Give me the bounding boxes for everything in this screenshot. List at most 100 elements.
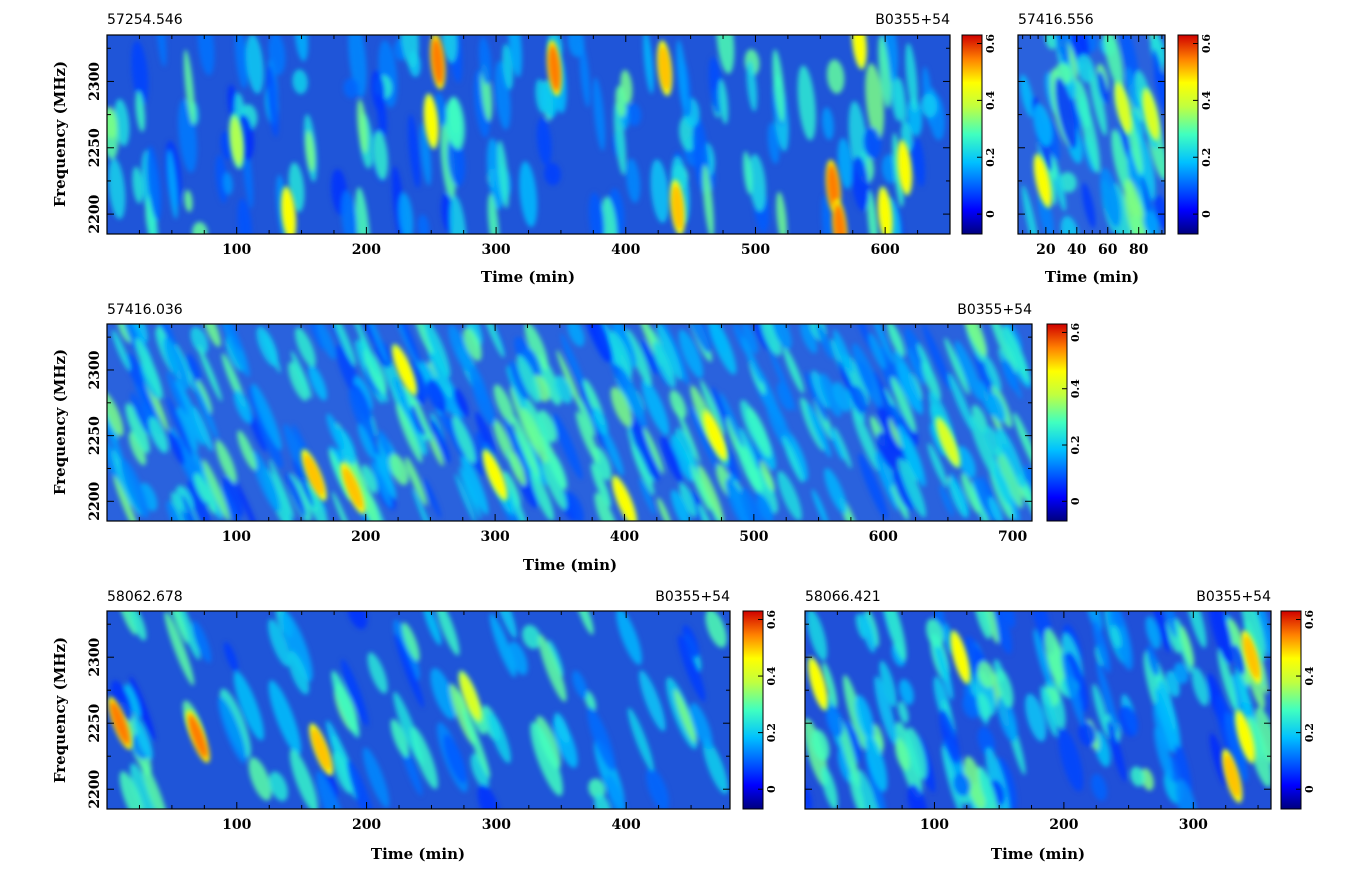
scintle-blob (963, 756, 986, 809)
colorbar-tick-label: 0.2 (1069, 435, 1082, 454)
x-tick-label: 60 (1098, 242, 1118, 258)
scintle-blob (221, 485, 247, 521)
colorbar-tick-label: 0.4 (984, 90, 997, 109)
scintle-blob (587, 707, 616, 772)
scintle-blob (805, 371, 828, 422)
scintle-blob (554, 712, 570, 744)
scintle-blob (107, 391, 124, 437)
x-tick-label: 100 (222, 529, 251, 545)
scintle-blob (400, 35, 419, 69)
scintle-blob (347, 760, 376, 809)
scintle-blob (948, 478, 969, 519)
scintle-blob (125, 403, 150, 454)
scintle-blob (881, 611, 907, 662)
plot-frame (1017, 34, 1166, 235)
scintle-blob (716, 35, 735, 74)
scintle-blob (1175, 779, 1198, 809)
scintle-blob (316, 324, 336, 360)
scintle-blob (1107, 720, 1127, 782)
scintle-blob (1171, 732, 1192, 794)
scintle-blob (948, 373, 975, 432)
scintle-blob (851, 155, 870, 211)
scintle-blob (307, 324, 324, 351)
scintle-blob (1076, 54, 1095, 83)
scintle-blob (348, 387, 376, 443)
scintle-blob (332, 491, 354, 521)
scintle-blob (878, 35, 891, 109)
scintle-blob (472, 379, 496, 426)
scintle-blob (348, 35, 367, 98)
scintle-blob (613, 102, 627, 176)
scintle-blob (331, 670, 360, 738)
panel-58066-421: 58066.421 B0355+54 100 200 300 Time (min) … (804, 589, 1316, 863)
scintle-blob (927, 442, 948, 488)
scintle-blob (771, 324, 792, 350)
x-tick-label: 500 (739, 529, 768, 545)
bright-scintles (229, 35, 913, 234)
scintle-blob (718, 79, 729, 125)
scintle-blob (772, 49, 785, 124)
scintle-blob (641, 339, 658, 375)
scintle-blob (201, 324, 221, 348)
scintle-blob (816, 324, 834, 360)
scintle-blob (629, 416, 660, 482)
x-tick-label: 200 (351, 529, 380, 545)
scintle-blob (743, 151, 753, 195)
scintle-blob (971, 404, 988, 434)
colorbar (961, 34, 983, 235)
colorbar-tick-label: 0 (1069, 497, 1082, 505)
x-axis-label: Time (min) (523, 556, 617, 574)
scintle-blob (536, 117, 552, 166)
x-tick-label: 100 (920, 817, 949, 833)
scintle-blob (893, 350, 924, 415)
scintle-blob (670, 489, 691, 521)
panel-epoch-label: 58062.678 (107, 589, 183, 605)
scintle-blob (843, 674, 868, 750)
scintle-blob (308, 364, 327, 401)
scintle-blob (1250, 611, 1271, 659)
scintle-peak (425, 98, 438, 144)
scintle-blob (251, 383, 282, 451)
scintle-blob (1145, 616, 1161, 650)
scintle-blob (865, 611, 880, 648)
scintle-blob (584, 324, 613, 363)
scintle-blob (330, 324, 356, 366)
scintle-blob (237, 430, 257, 471)
panel-epoch-label: 58066.421 (805, 589, 881, 605)
scintle-blob (256, 326, 279, 367)
x-tick-label: 200 (352, 242, 381, 258)
x-axis-label: Time (min) (371, 845, 465, 863)
scintle-blob (108, 158, 126, 220)
scintle-blob (544, 162, 561, 186)
scintle-blob (483, 324, 505, 358)
scintle-blob (956, 445, 976, 479)
scintle-blob (133, 716, 153, 760)
scintle-blob (164, 611, 195, 686)
y-tick-label: 2300 (87, 62, 103, 101)
scintle-blob (1146, 644, 1159, 677)
scintle-blob (1152, 611, 1171, 653)
scintle-blob (511, 414, 540, 480)
scintle-blob (460, 453, 489, 515)
scintle-blob (1209, 733, 1228, 787)
scintle-blob (1092, 683, 1110, 737)
scintle-blob (193, 472, 210, 504)
scintle-blob (414, 324, 433, 354)
scintle-blob (357, 423, 375, 459)
scintle-blob (426, 379, 447, 413)
scintle-blob (521, 407, 548, 464)
colorbar-tick-label: 0.4 (765, 666, 778, 685)
colorbar-tick-label: 0.6 (1303, 610, 1316, 629)
scintle-blob (887, 324, 905, 357)
scintle-blob (592, 407, 608, 436)
scintle-blob (347, 611, 368, 630)
scintle-blob (932, 634, 954, 700)
scintle-blob (124, 683, 141, 719)
scintle-blob (740, 487, 766, 521)
scintle-peak (1243, 635, 1260, 679)
scintle-blob (740, 427, 758, 468)
scintle-blob (897, 701, 909, 724)
colorbar-ticks: 0 0.2 0.4 0.6 (977, 34, 997, 218)
scintle-blob (233, 671, 265, 741)
